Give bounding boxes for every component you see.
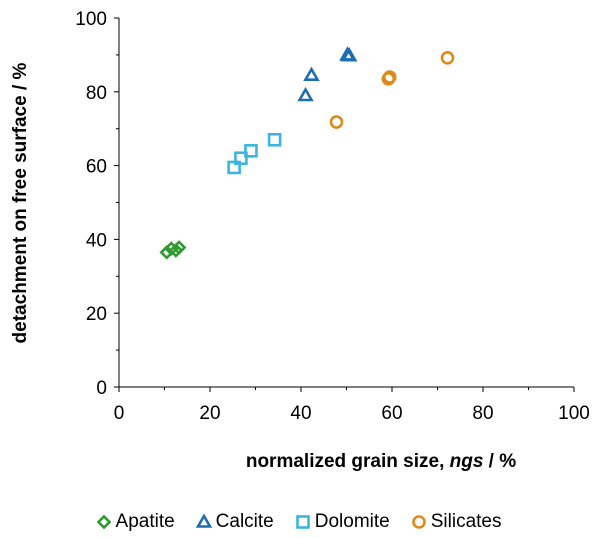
- x-tick-label: 60: [381, 403, 402, 424]
- legend-marker: [295, 515, 310, 529]
- x-tick-label: 40: [290, 403, 311, 424]
- legend-label: Dolomite: [314, 511, 390, 532]
- x-tick-label: 20: [199, 403, 220, 424]
- y-tick-label: 60: [86, 157, 107, 178]
- data-point-silicates: [329, 115, 344, 129]
- axes: 0 20 40 60 80 100 0 20 40 60 80 100: [75, 9, 590, 424]
- data-point-dolomite: [244, 144, 258, 158]
- x-tick-label: 100: [558, 403, 590, 424]
- y-tick-label: 100: [75, 9, 107, 30]
- legend-item-calcite: Calcite: [195, 511, 274, 533]
- data-points: [159, 46, 455, 260]
- triangle-marker-icon: [195, 513, 212, 528]
- y-tick-label: 80: [86, 83, 107, 104]
- y-tick-label: 40: [86, 230, 107, 251]
- legend-marker: [411, 515, 426, 529]
- x-tick-label: 0: [114, 403, 125, 424]
- data-point-apatite: [171, 240, 187, 255]
- data-point-dolomite: [267, 132, 282, 147]
- data-point-silicates: [440, 51, 455, 65]
- diamond-marker-icon: [96, 514, 111, 530]
- circle-marker-icon: [411, 515, 426, 529]
- legend-item-silicates: Silicates: [410, 511, 502, 533]
- y-axis-title: detachment on free surface / %: [10, 62, 31, 343]
- data-point-apatite: [168, 243, 184, 258]
- scatter-chart: 0 20 40 60 80 100 0 20 40 60 80 100 normalized grai…: [10, 9, 590, 472]
- legend: Apatite Calcite Dolomite Silicates: [0, 508, 596, 536]
- legend-label: Calcite: [215, 511, 274, 532]
- data-point-calcite: [297, 86, 314, 102]
- legend-label: Apatite: [115, 511, 175, 532]
- legend-item-dolomite: Dolomite: [294, 511, 390, 533]
- data-point-calcite: [340, 47, 358, 62]
- legend-label: Silicates: [430, 511, 502, 532]
- data-point-dolomite: [227, 160, 241, 175]
- legend-marker: [96, 514, 111, 530]
- data-point-silicates: [382, 70, 397, 84]
- y-tick-label: 20: [86, 304, 107, 325]
- y-tick-label: 0: [96, 378, 107, 399]
- x-tick-label: 80: [472, 403, 493, 424]
- data-point-dolomite: [234, 151, 248, 166]
- legend-item-apatite: Apatite: [95, 511, 175, 533]
- legend-marker: [195, 513, 212, 528]
- square-marker-icon: [295, 515, 310, 529]
- x-axis-title: normalized grain size, ngs / %: [246, 451, 516, 472]
- data-point-calcite: [303, 66, 320, 81]
